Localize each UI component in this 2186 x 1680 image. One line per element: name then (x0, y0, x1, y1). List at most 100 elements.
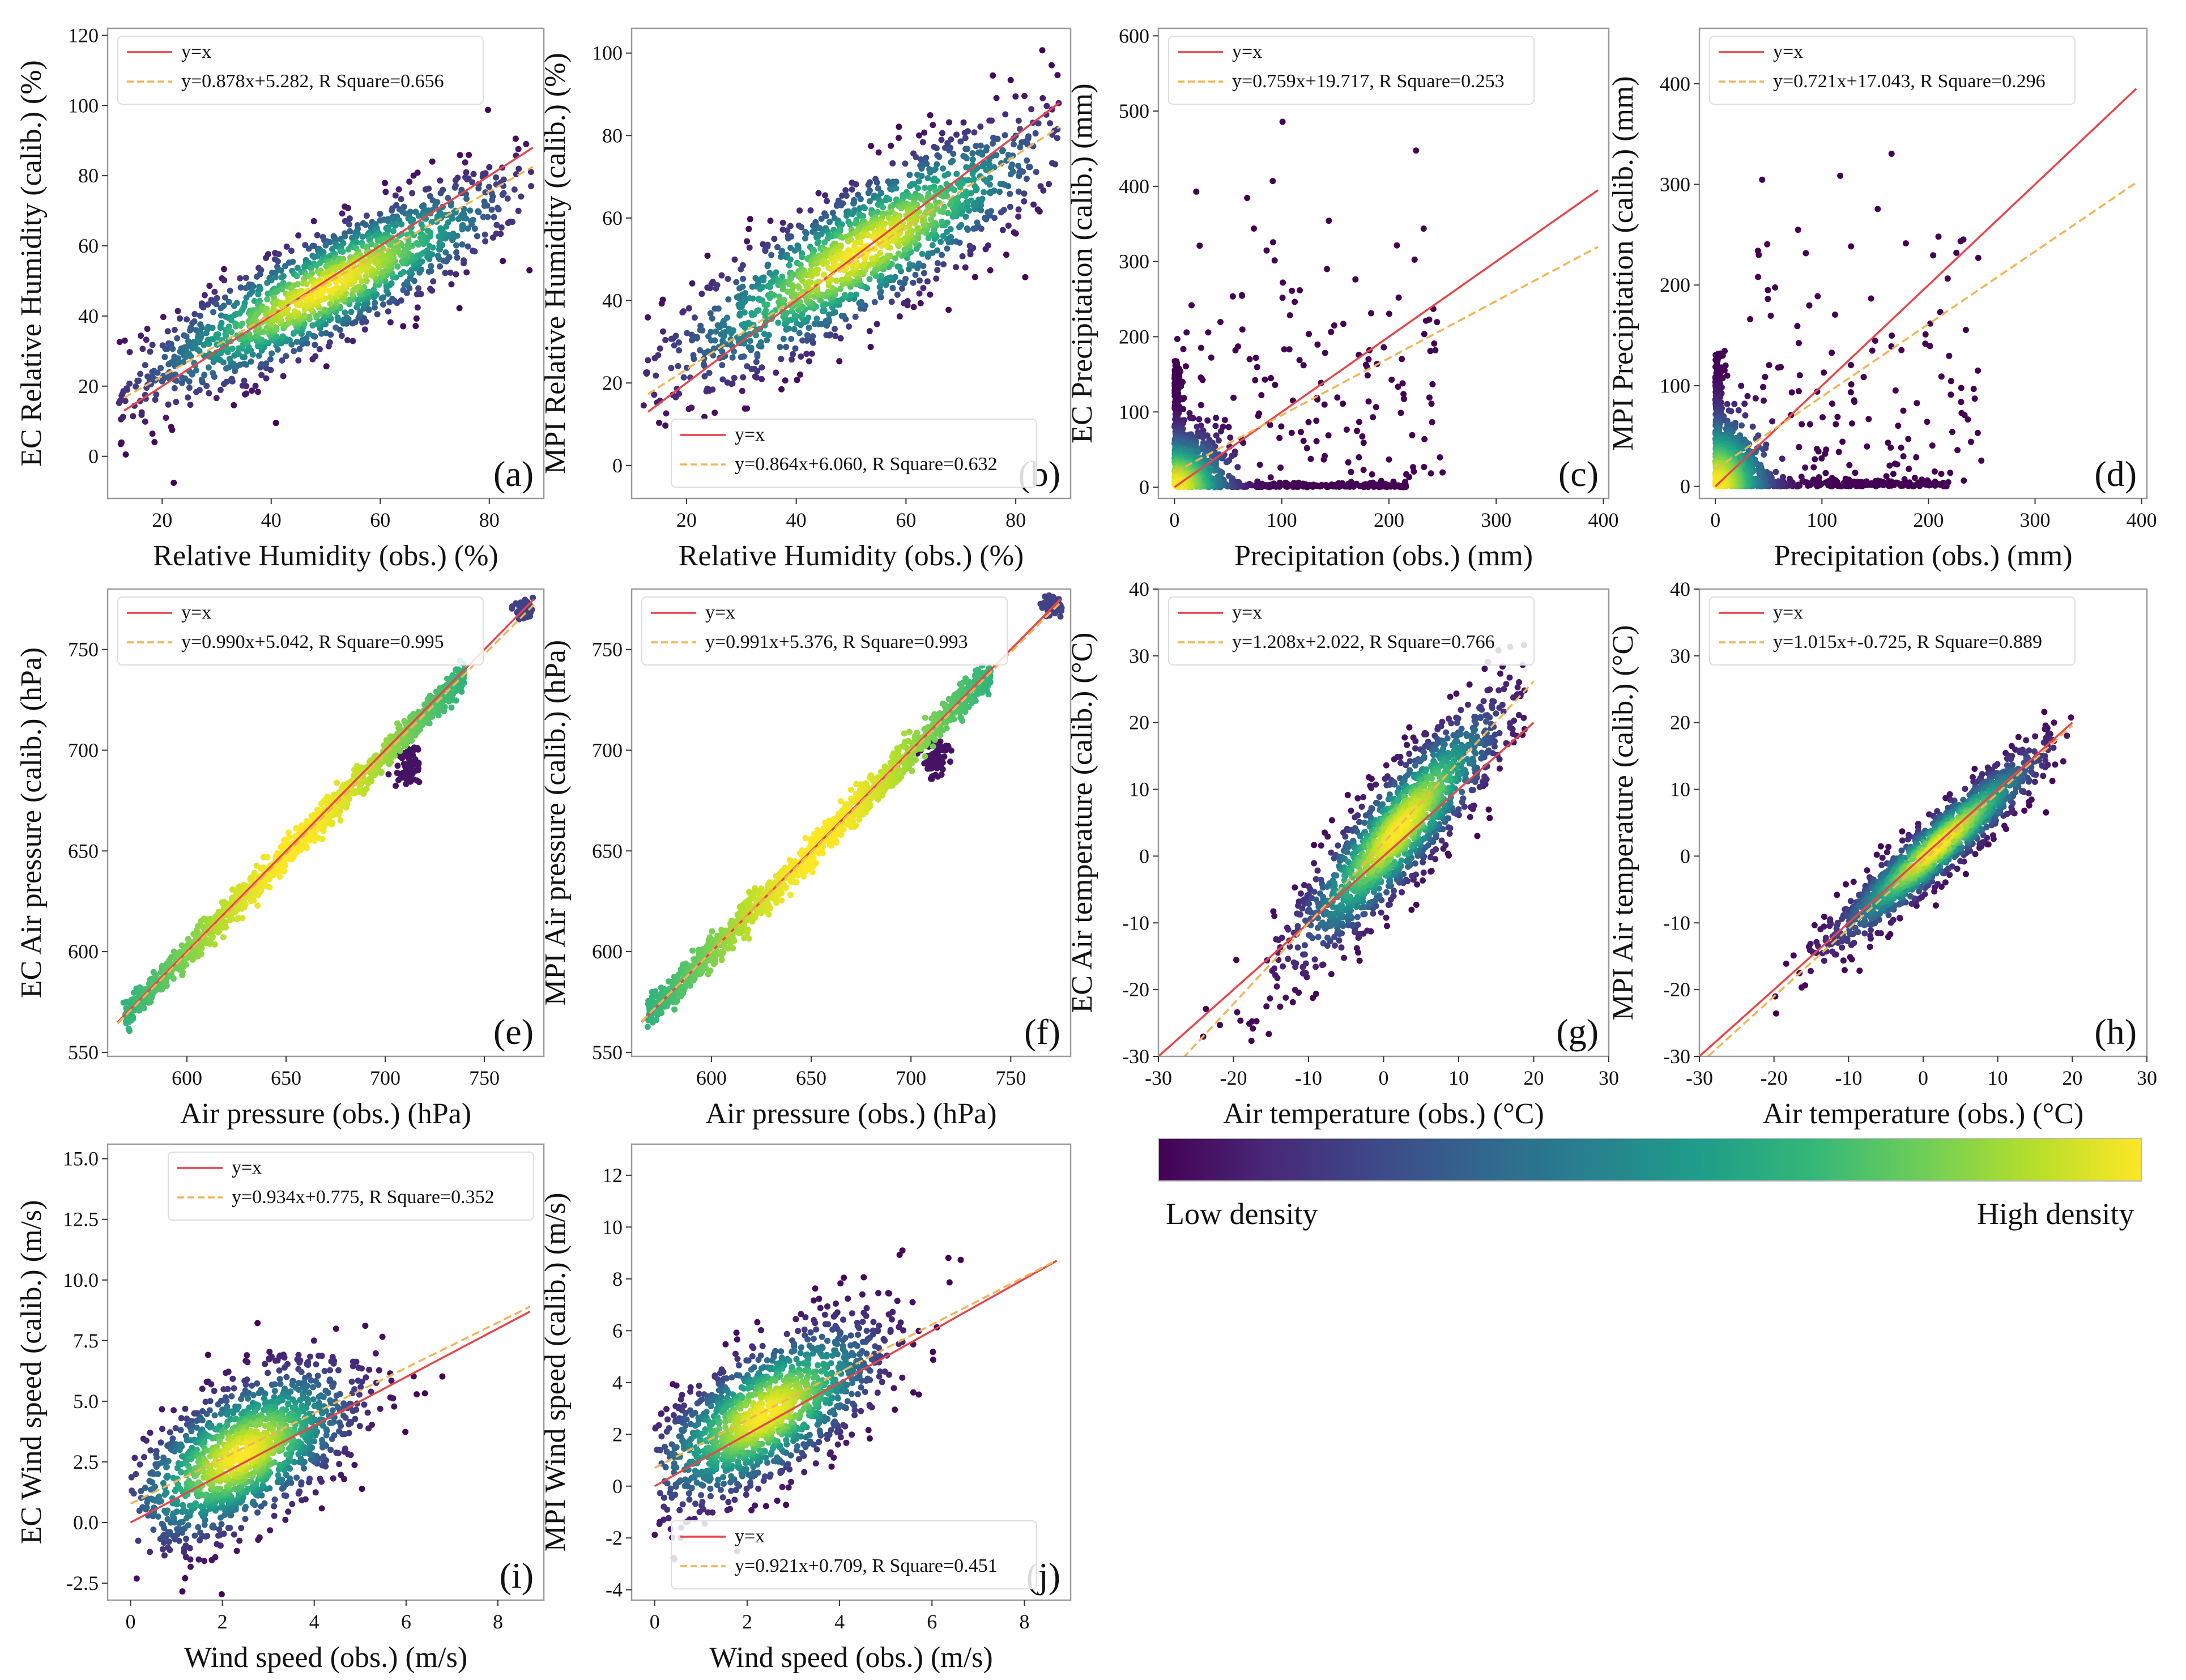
data-point (760, 277, 767, 284)
data-point (494, 204, 501, 211)
data-point (985, 242, 991, 249)
data-point (799, 254, 806, 261)
data-point (415, 285, 422, 292)
data-point (1331, 322, 1337, 329)
data-point (708, 329, 714, 335)
data-point (415, 212, 422, 219)
data-point (187, 402, 194, 408)
data-point (404, 242, 411, 249)
data-point (738, 304, 745, 310)
data-point (1343, 427, 1350, 433)
data-point (938, 137, 945, 143)
data-point (725, 296, 732, 303)
data-point (191, 311, 198, 317)
data-point (515, 207, 522, 214)
data-point (482, 238, 489, 245)
data-point (410, 172, 417, 179)
data-point (795, 245, 802, 252)
data-point (1399, 356, 1405, 363)
data-point (342, 290, 349, 297)
data-point (1890, 471, 1897, 477)
data-point (468, 218, 474, 224)
data-point (429, 158, 436, 165)
data-point (301, 312, 308, 319)
data-point (1348, 468, 1354, 475)
data-point (213, 301, 220, 308)
data-point (221, 294, 228, 301)
data-point (323, 363, 330, 370)
x-tick-label: 100 (1267, 509, 1297, 531)
data-point (493, 174, 500, 181)
data-point (896, 313, 903, 320)
data-point (1251, 225, 1258, 232)
data-point (1021, 198, 1028, 204)
data-point (1848, 243, 1855, 250)
data-point (934, 161, 940, 168)
data-point (334, 259, 340, 266)
data-point (969, 150, 976, 157)
data-point (988, 117, 995, 124)
data-point (255, 342, 262, 349)
data-point (1814, 446, 1820, 453)
data-point (1035, 120, 1042, 127)
data-point (873, 179, 880, 186)
data-point (824, 259, 830, 266)
data-point (481, 202, 488, 209)
data-point (1958, 385, 1965, 391)
data-point (1788, 389, 1795, 396)
data-point (745, 344, 752, 351)
data-point (1255, 412, 1262, 419)
data-point (706, 285, 713, 292)
data-point (359, 233, 366, 240)
data-point (178, 380, 185, 386)
data-point (866, 328, 873, 335)
data-point (306, 314, 313, 321)
data-point (205, 364, 212, 371)
data-point (792, 345, 799, 352)
data-point (925, 250, 932, 257)
data-point (736, 312, 743, 319)
data-point (911, 181, 918, 187)
data-point (138, 332, 144, 339)
data-point (414, 304, 421, 311)
data-point (994, 135, 1001, 142)
data-point (711, 410, 718, 416)
data-point (759, 364, 765, 371)
data-point (1755, 466, 1762, 473)
data-point (229, 346, 236, 352)
data-point (206, 283, 213, 289)
data-point (767, 218, 774, 224)
data-point (1213, 432, 1220, 439)
data-point (197, 313, 203, 319)
data-point (1033, 169, 1039, 176)
data-point (1764, 241, 1771, 248)
data-point (1314, 341, 1321, 348)
data-point (729, 354, 736, 361)
scatter-points (640, 47, 1062, 429)
legend-identity-label: y=x (735, 424, 765, 445)
data-point (165, 401, 172, 408)
data-point (1227, 434, 1234, 441)
data-point (1829, 400, 1835, 407)
data-point (499, 191, 506, 198)
data-point (856, 300, 863, 306)
data-point (213, 395, 220, 402)
data-point (362, 221, 369, 228)
data-point (263, 254, 269, 261)
data-point (1432, 347, 1439, 353)
data-point (1395, 294, 1402, 301)
data-point (1968, 438, 1974, 445)
data-point (203, 330, 210, 336)
data-point (740, 353, 747, 360)
y-tick-label: 100 (592, 42, 623, 65)
data-point (1183, 363, 1189, 370)
data-point (383, 283, 390, 289)
data-point (727, 341, 734, 348)
x-tick-label: 60 (370, 509, 390, 531)
data-point (1834, 413, 1841, 420)
data-point (1429, 381, 1436, 387)
data-point (193, 367, 199, 374)
data-point (164, 328, 171, 335)
data-point (934, 247, 940, 254)
data-point (153, 391, 160, 398)
